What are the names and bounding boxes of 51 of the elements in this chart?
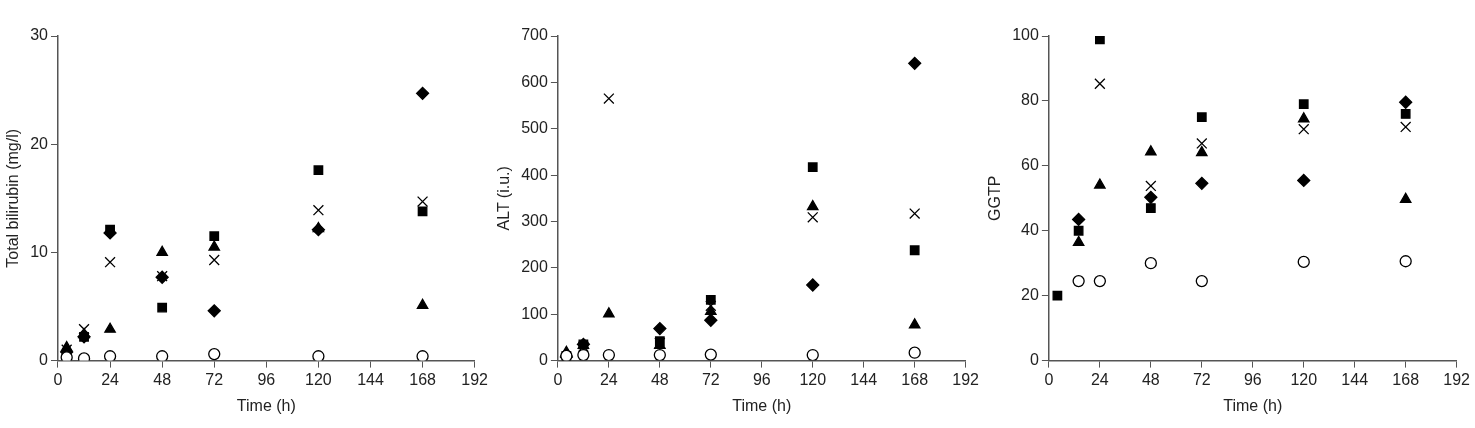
x-tick-label: 168 (409, 370, 437, 388)
x-tick-label: 0 (1044, 370, 1054, 388)
y-tick-label: 30 (30, 26, 49, 44)
y-axis-title: GGTP (986, 175, 1004, 221)
x-axis-title: Time (h) (732, 396, 792, 414)
x-tick-label: 120 (305, 370, 332, 388)
x-tick-label: 192 (461, 370, 489, 388)
x-tick-label: 192 (1443, 370, 1471, 388)
y-tick-label: 300 (521, 211, 548, 229)
x-axis-title: Time (h) (1223, 396, 1283, 414)
x-tick-label: 168 (901, 370, 929, 388)
x-tick-label: 168 (1392, 370, 1420, 388)
y-tick-label: 60 (1021, 156, 1039, 174)
x-tick-label: 144 (850, 370, 878, 388)
y-tick-label: 20 (30, 134, 49, 152)
x-tick-label: 24 (1090, 370, 1109, 388)
x-tick-label: 0 (553, 370, 563, 388)
y-tick-label: 0 (39, 351, 49, 369)
y-tick-label: 700 (521, 26, 548, 44)
x-tick-label: 24 (101, 370, 120, 388)
x-tick-label: 48 (153, 370, 172, 388)
x-tick-label: 24 (599, 370, 618, 388)
y-tick-label: 20 (1021, 286, 1039, 304)
y-tick-label: 0 (538, 351, 548, 369)
y-tick-label: 10 (30, 242, 49, 260)
x-axis-title: Time (h) (236, 396, 296, 414)
x-tick-label: 96 (752, 370, 771, 388)
y-tick-label: 80 (1021, 91, 1039, 109)
y-tick-label: 100 (1012, 26, 1039, 44)
x-tick-label: 120 (799, 370, 827, 388)
y-tick-label: 500 (521, 119, 548, 137)
x-tick-label: 72 (205, 370, 224, 388)
x-tick-label: 48 (1141, 370, 1160, 388)
x-tick-label: 72 (1192, 370, 1211, 388)
x-tick-label: 120 (1290, 370, 1318, 388)
x-tick-label: 48 (650, 370, 669, 388)
y-axis-title: Total bilirubin (mg/l) (4, 128, 22, 268)
y-tick-label: 600 (521, 72, 548, 90)
y-tick-label: 200 (521, 258, 548, 276)
y-tick-label: 0 (1029, 351, 1039, 369)
y-tick-label: 40 (1021, 221, 1039, 239)
x-tick-label: 0 (53, 370, 63, 388)
x-tick-label: 144 (1341, 370, 1369, 388)
x-tick-label: 144 (357, 370, 384, 388)
x-tick-label: 96 (257, 370, 276, 388)
x-tick-label: 72 (701, 370, 720, 388)
x-tick-label: 96 (1243, 370, 1262, 388)
y-tick-label: 100 (521, 304, 548, 322)
y-tick-label: 400 (521, 165, 548, 183)
y-axis-title: ALT (i.u.) (495, 166, 513, 231)
x-tick-label: 192 (952, 370, 980, 388)
